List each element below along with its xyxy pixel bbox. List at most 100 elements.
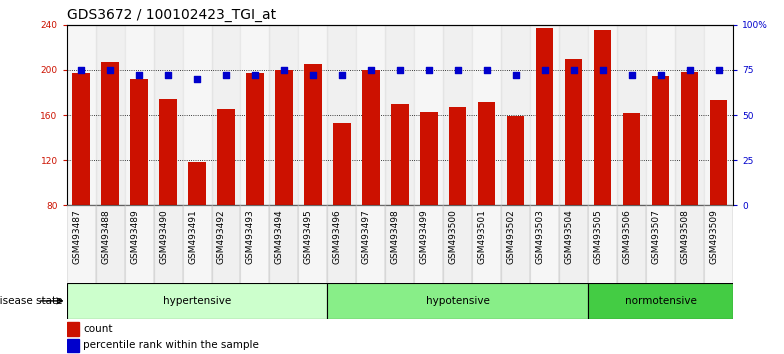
Bar	[704, 205, 733, 283]
Bar	[472, 25, 501, 205]
Bar	[507, 116, 524, 205]
Point	[452, 67, 464, 73]
Point	[278, 67, 290, 73]
Bar	[530, 25, 559, 205]
Text: GSM493506: GSM493506	[622, 209, 632, 264]
Point	[162, 73, 174, 78]
Bar	[391, 104, 408, 205]
Bar	[704, 25, 733, 205]
Bar	[241, 25, 270, 205]
Bar	[652, 75, 670, 205]
Bar	[183, 205, 212, 283]
Bar	[646, 205, 675, 283]
Point	[510, 73, 522, 78]
Text: GDS3672 / 100102423_TGI_at: GDS3672 / 100102423_TGI_at	[67, 8, 276, 22]
Bar	[67, 205, 96, 283]
Bar	[478, 102, 495, 205]
Point	[568, 67, 580, 73]
Bar	[333, 123, 350, 205]
Text: GSM493493: GSM493493	[246, 209, 255, 264]
Bar	[386, 25, 414, 205]
Bar	[565, 59, 583, 205]
Text: GSM493502: GSM493502	[506, 209, 516, 264]
Bar	[588, 25, 617, 205]
Bar	[472, 205, 501, 283]
Text: GSM493505: GSM493505	[593, 209, 603, 264]
Bar	[241, 205, 270, 283]
Bar	[159, 99, 176, 205]
Text: percentile rank within the sample: percentile rank within the sample	[83, 340, 260, 350]
Bar	[675, 205, 704, 283]
Text: count: count	[83, 324, 113, 333]
Text: GSM493488: GSM493488	[101, 209, 110, 264]
Bar	[594, 30, 612, 205]
Point	[191, 76, 203, 82]
Bar	[617, 205, 646, 283]
Bar	[328, 283, 588, 319]
Point	[307, 73, 319, 78]
Bar	[536, 28, 554, 205]
Bar	[328, 205, 357, 283]
Bar	[530, 205, 559, 283]
Point	[220, 73, 232, 78]
Text: GSM493508: GSM493508	[681, 209, 690, 264]
Text: GSM493487: GSM493487	[72, 209, 81, 264]
Point	[626, 73, 638, 78]
Bar	[275, 70, 292, 205]
Bar	[617, 25, 646, 205]
Text: GSM493500: GSM493500	[448, 209, 458, 264]
Bar	[681, 72, 699, 205]
Bar	[362, 70, 379, 205]
Text: GSM493499: GSM493499	[419, 209, 429, 264]
Text: hypotensive: hypotensive	[426, 296, 490, 306]
Bar	[154, 205, 183, 283]
Text: GSM493507: GSM493507	[652, 209, 661, 264]
Bar	[357, 25, 386, 205]
Point	[597, 67, 609, 73]
Bar	[357, 205, 386, 283]
Bar	[501, 25, 530, 205]
Bar	[188, 162, 205, 205]
Bar	[710, 101, 728, 205]
Point	[394, 67, 406, 73]
Bar	[67, 322, 78, 336]
Bar	[212, 205, 241, 283]
Text: GSM493491: GSM493491	[188, 209, 197, 264]
Point	[684, 67, 696, 73]
Point	[423, 67, 435, 73]
Text: GSM493504: GSM493504	[564, 209, 574, 264]
Bar	[67, 283, 328, 319]
Bar	[246, 73, 263, 205]
Bar	[67, 339, 78, 352]
Text: GSM493492: GSM493492	[217, 209, 226, 264]
Point	[655, 73, 667, 78]
Text: GSM493509: GSM493509	[710, 209, 719, 264]
Bar	[212, 25, 241, 205]
Text: GSM493490: GSM493490	[159, 209, 168, 264]
Bar	[623, 113, 641, 205]
Text: GSM493489: GSM493489	[130, 209, 139, 264]
Text: GSM493501: GSM493501	[477, 209, 487, 264]
Bar	[386, 205, 414, 283]
Bar	[67, 25, 96, 205]
Bar	[299, 25, 328, 205]
Bar	[449, 107, 466, 205]
Text: GSM493498: GSM493498	[391, 209, 400, 264]
Bar	[130, 79, 147, 205]
Bar	[414, 25, 443, 205]
Bar	[414, 205, 443, 283]
Text: GSM493494: GSM493494	[275, 209, 284, 264]
Text: hypertensive: hypertensive	[163, 296, 231, 306]
Bar	[675, 25, 704, 205]
Bar	[270, 25, 299, 205]
Text: disease state: disease state	[0, 296, 63, 306]
Point	[249, 73, 261, 78]
Point	[713, 67, 725, 73]
Bar	[270, 205, 299, 283]
Bar	[125, 25, 154, 205]
Bar	[328, 25, 357, 205]
Text: normotensive: normotensive	[625, 296, 696, 306]
Bar	[154, 25, 183, 205]
Point	[132, 73, 145, 78]
Bar	[646, 25, 675, 205]
